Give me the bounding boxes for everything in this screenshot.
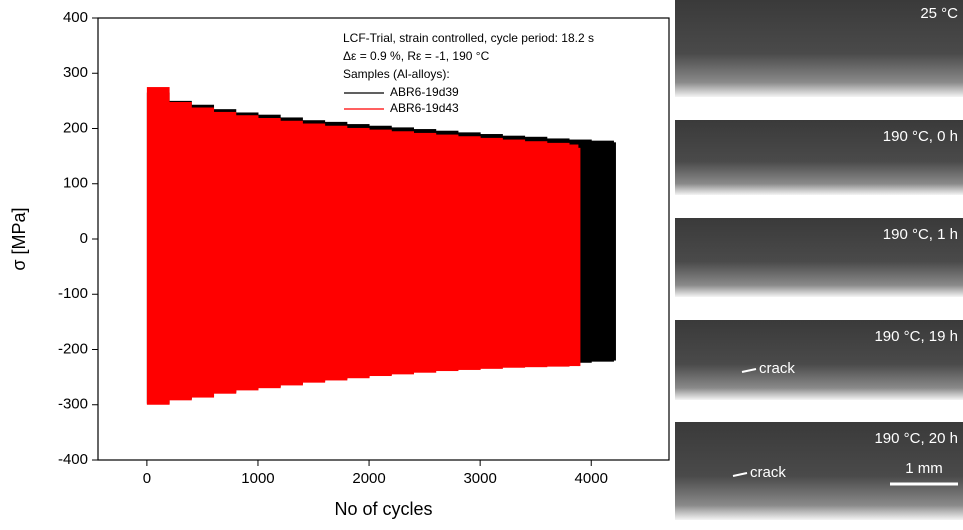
x-tick-label: 0 (143, 470, 151, 487)
micrograph (675, 218, 963, 297)
y-tick-label: 200 (63, 119, 88, 136)
band-segment (369, 129, 392, 377)
y-tick-label: 100 (63, 175, 88, 192)
band-segment (413, 132, 437, 373)
band-segment (613, 142, 616, 361)
band-segment (280, 120, 303, 386)
legend-label: ABR6-19d39 (390, 85, 459, 99)
crack-arrow (741, 368, 757, 373)
band-segment (302, 123, 326, 383)
micrograph (675, 422, 963, 520)
band-segment (569, 144, 579, 367)
legend-label: ABR6-19d43 (390, 101, 459, 115)
panel-label: 190 °C, 1 h (883, 226, 958, 243)
crack-label: crack (759, 360, 795, 377)
y-tick-label: -300 (58, 396, 88, 413)
band-segment (191, 107, 215, 398)
band-segment (546, 142, 570, 367)
panel-label: 25 °C (920, 5, 958, 22)
scale-label: 1 mm (905, 460, 943, 477)
crack-label: crack (750, 464, 786, 481)
band-segment (435, 134, 459, 372)
band-segment (502, 139, 526, 368)
micrograph (675, 120, 963, 195)
y-tick-label: -200 (58, 340, 88, 357)
panel-label: 190 °C, 0 h (883, 128, 958, 145)
band-segment (213, 111, 237, 394)
band-segment (391, 131, 414, 375)
band-segment (146, 87, 170, 405)
band-segment (346, 127, 370, 379)
band-segment (235, 115, 259, 391)
legend-title: Samples (Al-alloys): (343, 67, 450, 81)
annotation: Δε = 0.9 %, Rε = -1, 190 °C (343, 49, 490, 63)
y-tick-label: 300 (63, 64, 88, 81)
band-segment (324, 125, 348, 381)
crack-arrow (732, 472, 748, 477)
x-tick-label: 2000 (352, 470, 385, 487)
series (146, 87, 581, 405)
micrograph (675, 320, 963, 400)
y-tick-label: -400 (58, 451, 88, 468)
band-segment (591, 140, 614, 362)
y-tick-label: 400 (63, 9, 88, 26)
micrograph (675, 0, 963, 97)
y-tick-label: -100 (58, 285, 88, 302)
band-segment (577, 147, 581, 367)
x-tick-label: 3000 (463, 470, 496, 487)
x-axis-title: No of cycles (334, 499, 432, 519)
annotation: LCF-Trial, strain controlled, cycle peri… (343, 31, 594, 45)
band-segment (480, 137, 503, 369)
band-segment (524, 141, 548, 368)
panel-label: 190 °C, 20 h (874, 430, 958, 447)
band-segment (457, 136, 481, 370)
y-tick-label: 0 (80, 230, 88, 247)
x-tick-label: 4000 (575, 470, 608, 487)
band-segment (169, 101, 192, 401)
x-tick-label: 1000 (241, 470, 274, 487)
y-axis-title: σ [MPa] (9, 207, 29, 270)
band-segment (257, 118, 281, 389)
panel-label: 190 °C, 19 h (874, 328, 958, 345)
